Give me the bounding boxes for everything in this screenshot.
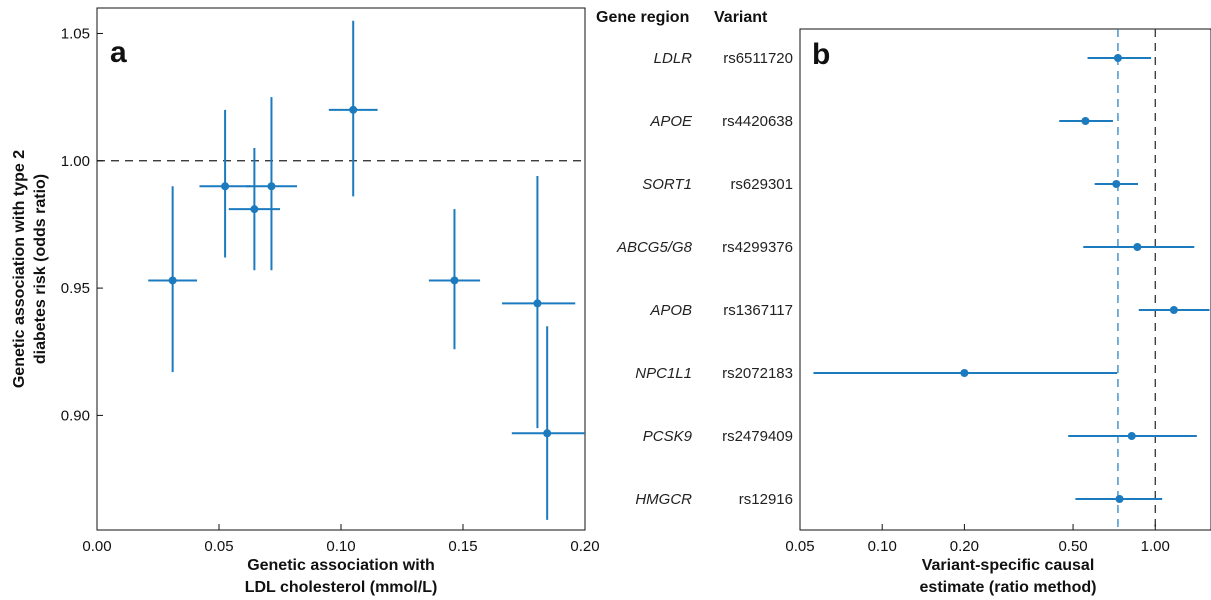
causal-estimate-marker <box>1133 243 1142 251</box>
panel-a-x-tick-label: 0.15 <box>448 538 477 555</box>
panel-a-point-marker <box>250 205 259 214</box>
panel-a-y-axis-title-line2: diabetes risk (odds ratio) <box>32 174 49 364</box>
forest-row: ABCG5/G8 rs4299376 <box>616 239 1195 256</box>
panel-a-data-point <box>245 97 298 271</box>
forest-row: LDLR rs6511720 <box>654 50 1152 67</box>
panel-a-data-point <box>328 20 378 197</box>
panel-a-x-tick-label: 0.00 <box>82 538 111 555</box>
panel-a-y-axis-title-line1: Genetic association with type 2 <box>11 150 28 388</box>
gene-region-label: APOE <box>649 113 693 130</box>
variant-label: rs1367117 <box>723 302 793 319</box>
panel-a-point-marker <box>543 429 552 438</box>
causal-estimate-marker <box>1081 117 1090 125</box>
gene-region-column-header: Gene region <box>596 9 689 26</box>
panel-a-y-tick-label: 1.00 <box>61 153 90 170</box>
gene-region-label: HMGCR <box>635 491 692 508</box>
panel-a-point-marker <box>267 182 276 191</box>
panel-a-data-point <box>502 176 576 429</box>
causal-estimate-marker <box>1169 306 1178 314</box>
variant-label: rs4420638 <box>722 113 793 130</box>
variant-label: rs6511720 <box>723 50 793 67</box>
panel-b-x-tick-label: 1.00 <box>1141 538 1170 555</box>
forest-row: NPC1L1 rs2072183 <box>635 365 1118 382</box>
causal-estimate-marker <box>1113 54 1122 62</box>
panel-b-x-tick-label: 0.50 <box>1058 538 1087 555</box>
panel-b-x-tick-label: 0.10 <box>868 538 897 555</box>
panel-b-x-ticks: 0.05 0.10 0.20 0.50 1.00 <box>785 524 1170 555</box>
panel-a-x-axis-title-line1: Genetic association with <box>247 557 435 574</box>
panel-a-point-marker <box>533 299 542 308</box>
panel-a-point-marker <box>221 182 230 191</box>
gene-region-label: PCSK9 <box>643 428 693 445</box>
panel-b-label: b <box>812 38 830 71</box>
panel-b-plot-frame <box>799 28 1211 531</box>
forest-row: HMGCR rs12916 <box>635 491 1163 508</box>
panel-a-y-tick-label: 0.90 <box>61 407 90 424</box>
panel-a-data-point <box>428 209 481 350</box>
forest-row: SORT1 rs629301 <box>642 176 1139 193</box>
panel-b-rows: LDLR rs6511720 APOE rs4420638 SORT1 rs629301 A… <box>616 50 1210 508</box>
gene-region-label: APOB <box>649 302 692 319</box>
causal-estimate-marker <box>1127 432 1136 440</box>
variant-column-header: Variant <box>714 9 768 26</box>
gene-region-label: SORT1 <box>642 176 692 193</box>
gene-region-label: NPC1L1 <box>635 365 692 382</box>
causal-estimate-marker <box>1115 495 1124 503</box>
panel-a-point-marker <box>450 276 459 285</box>
panel-b-x-tick-label: 0.05 <box>785 538 814 555</box>
variant-label: rs629301 <box>730 176 793 193</box>
variant-label: rs2479409 <box>722 428 793 445</box>
panel-a-x-tick-label: 0.20 <box>570 538 599 555</box>
variant-label: rs12916 <box>739 491 793 508</box>
panel-a: a 0.00 0.05 0.10 0.15 0.20 0.900.951.001.05 … <box>11 7 600 596</box>
panel-a-x-tick-label: 0.05 <box>204 538 233 555</box>
forest-row: PCSK9 rs2479409 <box>643 428 1197 445</box>
panel-a-points <box>148 20 585 520</box>
panel-a-data-point <box>148 186 198 373</box>
forest-row: APOB rs1367117 <box>649 302 1210 319</box>
forest-row: APOE rs4420638 <box>649 113 1113 130</box>
panel-b-x-tick-label: 0.20 <box>950 538 979 555</box>
variant-label: rs4299376 <box>722 239 793 256</box>
variant-label: rs2072183 <box>722 365 793 382</box>
causal-estimate-marker <box>1112 180 1121 188</box>
panel-b-x-axis-title-line2: estimate (ratio method) <box>920 579 1097 596</box>
panel-a-plot-frame <box>96 7 586 531</box>
panel-a-x-axis-title-line2: LDL cholesterol (mmol/L) <box>245 579 438 596</box>
causal-estimate-marker <box>960 369 969 377</box>
panel-a-label: a <box>110 36 127 69</box>
panel-a-y-ticks: 0.90 0.95 1.00 1.05 <box>61 25 103 424</box>
gene-region-label: LDLR <box>654 50 693 67</box>
panel-a-data-point <box>199 109 251 258</box>
panel-b: Gene region Variant b 0.05 0.10 0.20 0.50 1.… <box>596 9 1211 596</box>
panel-b-x-axis-title-line1: Variant-specific causal <box>922 557 1095 574</box>
panel-a-point-marker <box>349 105 358 114</box>
panel-a-y-tick-label: 0.95 <box>61 280 90 297</box>
panel-a-x-tick-label: 0.10 <box>326 538 355 555</box>
panel-a-data-point <box>511 326 585 520</box>
panel-a-y-tick-label: 1.05 <box>61 25 90 42</box>
panel-a-x-ticks: 0.00 0.05 0.10 0.15 0.20 <box>82 524 600 555</box>
gene-region-label: ABCG5/G8 <box>616 239 693 256</box>
panel-a-point-marker <box>168 276 177 285</box>
